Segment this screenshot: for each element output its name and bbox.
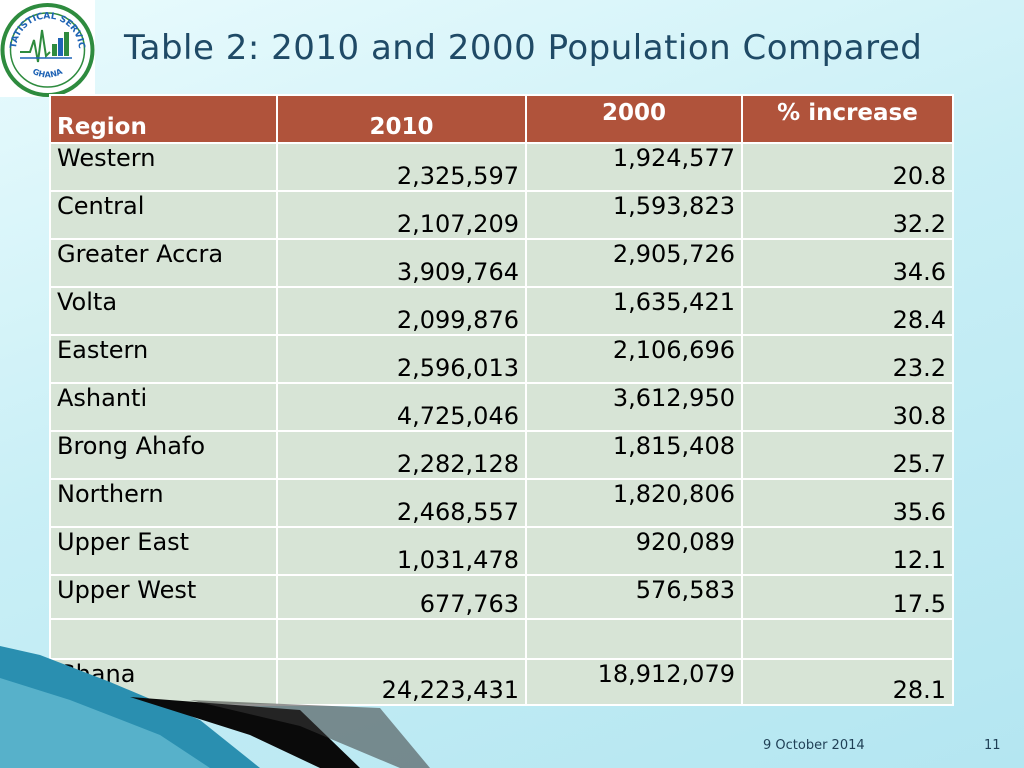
cell-percent-increase: 32.2	[741, 190, 954, 240]
header-2010: 2010	[276, 94, 527, 144]
cell-percent-increase: 12.1	[741, 526, 954, 576]
cell-region: Central	[49, 190, 278, 240]
cell-2010: 2,325,597	[276, 142, 527, 192]
cell-region: Ashanti	[49, 382, 278, 432]
cell-percent-increase: 23.2	[741, 334, 954, 384]
table-row: Central 2,107,209 1,593,823 32.2	[49, 190, 954, 240]
population-table: Region 2010 2000 % increase Western 2,32…	[49, 94, 954, 706]
cell-percent-increase: 34.6	[741, 238, 954, 288]
cell-2010: 2,282,128	[276, 430, 527, 480]
table-row: Western 2,325,597 1,924,577 20.8	[49, 142, 954, 192]
table-header-row: Region 2010 2000 % increase	[49, 94, 954, 144]
cell-2010: 2,099,876	[276, 286, 527, 336]
cell-region: Ghana	[49, 658, 278, 706]
cell-2010: 1,031,478	[276, 526, 527, 576]
cell-region	[49, 618, 278, 660]
cell-percent-increase: 30.8	[741, 382, 954, 432]
cell-2010	[276, 618, 527, 660]
page-number: 11	[984, 738, 1001, 753]
cell-region: Western	[49, 142, 278, 192]
cell-2000: 1,820,806	[525, 478, 743, 528]
cell-region: Volta	[49, 286, 278, 336]
cell-2000: 18,912,079	[525, 658, 743, 706]
cell-2000: 1,815,408	[525, 430, 743, 480]
cell-2000: 576,583	[525, 574, 743, 620]
table-row: Upper East 1,031,478 920,089 12.1	[49, 526, 954, 576]
cell-2000: 3,612,950	[525, 382, 743, 432]
cell-2010: 24,223,431	[276, 658, 527, 706]
table-row: Eastern 2,596,013 2,106,696 23.2	[49, 334, 954, 384]
cell-region: Upper West	[49, 574, 278, 620]
table-row: Northern 2,468,557 1,820,806 35.6	[49, 478, 954, 528]
cell-percent-increase: 17.5	[741, 574, 954, 620]
table-row: Upper West 677,763 576,583 17.5	[49, 574, 954, 620]
logo-emblem-icon: STATISTICAL SERVICE GHANA	[0, 0, 95, 97]
slide-title: Table 2: 2010 and 2000 Population Compar…	[124, 28, 923, 68]
cell-2000: 920,089	[525, 526, 743, 576]
cell-2000: 2,905,726	[525, 238, 743, 288]
cell-region: Upper East	[49, 526, 278, 576]
header-region: Region	[49, 94, 278, 144]
cell-2010: 4,725,046	[276, 382, 527, 432]
statistical-service-logo: STATISTICAL SERVICE GHANA	[0, 0, 95, 97]
cell-region: Greater Accra	[49, 238, 278, 288]
header-percent-increase: % increase	[741, 94, 954, 144]
cell-2010: 677,763	[276, 574, 527, 620]
cell-2000: 1,593,823	[525, 190, 743, 240]
cell-percent-increase: 28.1	[741, 658, 954, 706]
logo-arc-bottom-text: GHANA	[31, 67, 64, 80]
cell-2000: 1,924,577	[525, 142, 743, 192]
cell-2000: 1,635,421	[525, 286, 743, 336]
cell-2000	[525, 618, 743, 660]
cell-2010: 3,909,764	[276, 238, 527, 288]
cell-region: Brong Ahafo	[49, 430, 278, 480]
cell-2000: 2,106,696	[525, 334, 743, 384]
footer-date: 9 October 2014	[763, 738, 865, 753]
header-2000: 2000	[525, 94, 743, 144]
table-row: Ashanti 4,725,046 3,612,950 30.8	[49, 382, 954, 432]
cell-percent-increase: 35.6	[741, 478, 954, 528]
table-row: Greater Accra 3,909,764 2,905,726 34.6	[49, 238, 954, 288]
table-row: Volta 2,099,876 1,635,421 28.4	[49, 286, 954, 336]
table-row-blank	[49, 618, 954, 660]
table-row-total: Ghana 24,223,431 18,912,079 28.1	[49, 658, 954, 706]
cell-region: Eastern	[49, 334, 278, 384]
table-row: Brong Ahafo 2,282,128 1,815,408 25.7	[49, 430, 954, 480]
cell-percent-increase: 28.4	[741, 286, 954, 336]
cell-2010: 2,107,209	[276, 190, 527, 240]
cell-percent-increase: 20.8	[741, 142, 954, 192]
cell-2010: 2,468,557	[276, 478, 527, 528]
cell-percent-increase: 25.7	[741, 430, 954, 480]
cell-percent-increase	[741, 618, 954, 660]
cell-region: Northern	[49, 478, 278, 528]
cell-2010: 2,596,013	[276, 334, 527, 384]
